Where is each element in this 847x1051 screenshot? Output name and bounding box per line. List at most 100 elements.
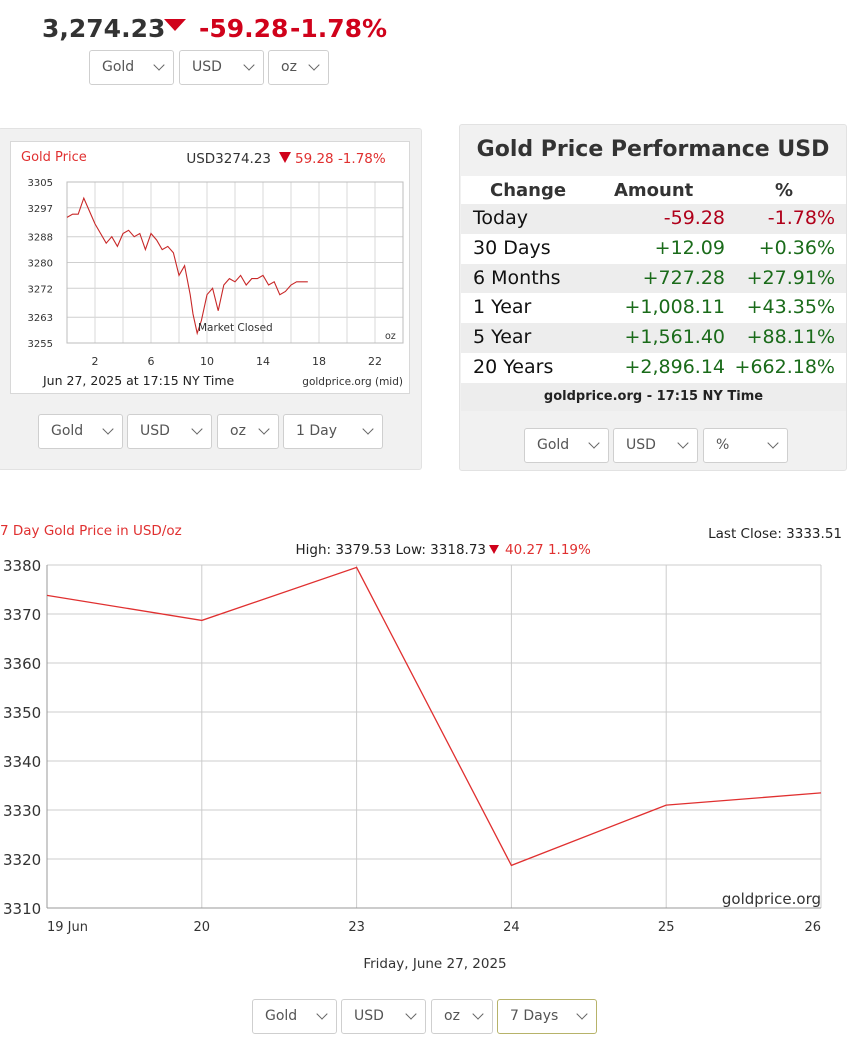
mini-currency-select-value: USD [140,423,170,439]
main-chart-title: 7 Day Gold Price in USD/oz [0,523,182,539]
spot-change-pct: -1.78% [290,14,388,43]
performance-row: 5 Year +1,561.40 +88.11% [461,323,846,354]
row-pct: +662.18% [734,356,835,378]
chevron-down-icon [677,437,689,449]
y-tick-label: 3310 [3,900,41,918]
header-pct: % [775,180,794,201]
mini-y-tick-label: 3297 [28,204,53,215]
down-arrow-icon [279,152,291,163]
chevron-down-icon [405,1008,417,1020]
mini-y-tick-label: 3263 [28,313,53,324]
row-amount: +1,008.11 [624,296,725,319]
mini-chart-date: Jun 27, 2025 at 17:15 NY Time [42,373,235,388]
unit-select[interactable]: oz [268,50,329,85]
chevron-down-icon [767,437,779,449]
mini-x-tick-label: 18 [312,355,326,368]
main-currency-select[interactable]: USD [341,999,426,1034]
chevron-down-icon [258,423,270,435]
perf-unit-select[interactable]: % [703,428,788,463]
unit-select-value: oz [281,59,297,75]
row-pct: +27.91% [746,266,835,289]
x-tick-label: 26 [804,920,821,935]
x-tick-label: 23 [348,920,365,935]
main-chart-date: Friday, June 27, 2025 [363,956,506,972]
spot-change: -59.28 [199,14,289,43]
mini-metal-select-value: Gold [51,423,84,439]
mini-unit-select[interactable]: oz [217,414,279,449]
chevron-down-icon [316,1008,328,1020]
row-label: 30 Days [473,236,551,259]
mini-chart-series-line [66,196,308,336]
row-label: 1 Year [473,296,532,319]
performance-title: Gold Price Performance USD [476,137,830,162]
performance-row: Today -59.28 -1.78% [461,204,846,234]
row-amount: +12.09 [654,236,725,259]
mini-plot-border [66,181,404,344]
perf-metal-select-value: Gold [537,437,570,453]
down-arrow-icon [489,545,499,554]
down-arrow-icon [164,19,186,31]
mini-y-tick-label: 3272 [28,284,53,295]
perf-currency-select-value: USD [626,437,656,453]
performance-row: 20 Years +2,896.14 +662.18% [461,353,846,383]
x-tick-label: 19 Jun [47,920,88,935]
seven-day-chart: 7 Day Gold Price in USD/oz Last Close: 3… [0,523,842,972]
row-pct: +43.35% [746,296,835,319]
perf-metal-select[interactable]: Gold [524,428,609,463]
spot-price: 3,274.23 [42,14,166,43]
row-amount: +2,896.14 [624,356,725,378]
chevron-down-icon [588,437,600,449]
high-low-change: 40.27 1.19% [505,542,591,558]
y-tick-label: 3360 [3,655,41,673]
row-label: 6 Months [473,266,561,289]
y-tick-label: 3320 [3,851,41,869]
row-amount: +727.28 [642,266,725,289]
performance-header-row [461,176,846,204]
mini-y-tick-label: 3305 [28,178,53,189]
mini-range-select-value: 1 Day [296,423,338,439]
performance-row: 30 Days +12.09 +0.36% [461,233,846,264]
y-tick-label: 3340 [3,753,41,771]
row-amount: -59.28 [663,207,725,229]
mini-x-tick-label: 2 [92,355,99,368]
chevron-down-icon [153,59,165,71]
mini-currency-select[interactable]: USD [127,414,212,449]
mini-x-tick-label: 10 [200,355,214,368]
currency-select-value: USD [192,59,222,75]
mini-y-tick-label: 3288 [28,233,53,244]
x-tick-label: 24 [503,920,520,935]
y-tick-label: 3380 [3,557,41,575]
mini-x-tick-label: 14 [256,355,270,368]
mini-chart-title: Gold Price [21,150,87,165]
mini-x-tick-label: 22 [368,355,382,368]
main-currency-select-value: USD [354,1008,384,1024]
mini-metal-select[interactable]: Gold [38,414,123,449]
y-tick-label: 3370 [3,606,41,624]
mini-chart-source: goldprice.org (mid) [302,376,403,388]
main-range-select[interactable]: 7 Days [497,999,597,1034]
seven-day-series-line [46,566,822,867]
mini-y-tick-label: 3255 [28,339,53,350]
metal-select[interactable]: Gold [89,50,174,85]
main-unit-select[interactable]: oz [431,999,493,1034]
row-amount: +1,561.40 [624,326,725,349]
row-pct: +0.36% [758,236,835,259]
currency-select[interactable]: USD [179,50,264,85]
chevron-down-icon [576,1008,588,1020]
main-metal-select[interactable]: Gold [252,999,337,1034]
row-pct: -1.78% [767,207,835,229]
mini-range-select[interactable]: 1 Day [283,414,383,449]
chevron-down-icon [472,1008,484,1020]
row-pct: +88.11% [746,326,835,349]
high-low-text: High: 3379.53 Low: 3318.73 [296,542,487,558]
chevron-down-icon [102,423,114,435]
chevron-down-icon [191,423,203,435]
perf-currency-select[interactable]: USD [613,428,698,463]
perf-unit-select-value: % [716,437,730,453]
chevron-down-icon [243,59,255,71]
performance-row: 6 Months +727.28 +27.91% [461,263,846,294]
x-tick-label: 20 [194,920,211,935]
header-change: Change [490,180,567,201]
chart-watermark: goldprice.org [722,890,821,908]
mini-chart-change: 59.28 -1.78% [295,151,386,167]
